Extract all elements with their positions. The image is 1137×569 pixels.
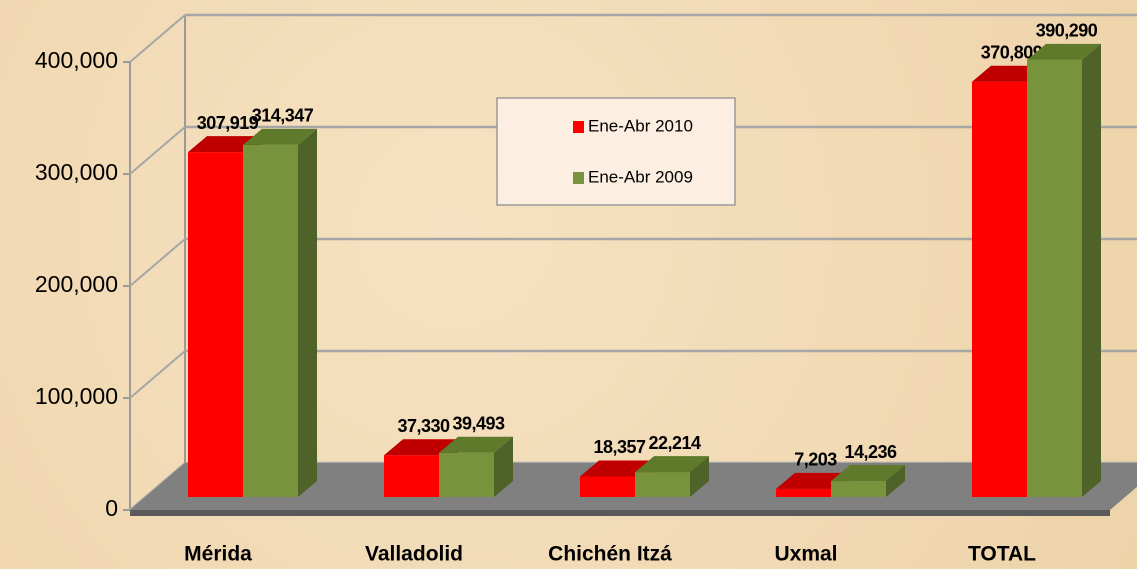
legend-label: Ene-Abr 2010: [588, 116, 693, 135]
grid-line-side: [129, 14, 186, 63]
value-label: 14,236: [844, 442, 897, 462]
value-label: 307,919: [197, 113, 259, 133]
value-label: 22,214: [648, 433, 701, 453]
value-label: 314,347: [252, 106, 314, 126]
legend-entries: Ene-Abr 2010 Ene-Abr 2009: [573, 116, 693, 186]
value-label: 7,203: [794, 450, 837, 470]
legend-swatch: [573, 121, 584, 133]
value-label: 390,290: [1036, 21, 1098, 41]
bar: [439, 452, 494, 497]
grid-line-side: [129, 238, 186, 287]
x-tick-label: Chichén Itzá: [548, 543, 672, 566]
value-label: 37,330: [397, 416, 450, 436]
legend: [496, 97, 736, 206]
value-label: 370,809: [981, 42, 1043, 62]
bar: [776, 488, 831, 497]
bar-top: [384, 439, 458, 456]
bar-side: [690, 456, 709, 497]
x-tick-label: Valladolid: [365, 543, 463, 566]
bar: [635, 472, 690, 497]
bar-top: [439, 436, 513, 453]
bar-side: [298, 128, 317, 497]
bar-top: [831, 465, 905, 482]
bar-side: [494, 436, 513, 497]
x-tick-label: Uxmal: [774, 543, 837, 566]
bar-top: [1027, 43, 1101, 60]
y-tick-label: 200,000: [35, 271, 118, 297]
bar: [243, 144, 298, 497]
grid-line-side: [129, 126, 186, 175]
bar: [831, 481, 886, 497]
x-tick-label: Mérida: [184, 543, 252, 566]
floor-edge: [130, 510, 1110, 516]
y-tick-label: 100,000: [35, 383, 118, 409]
legend-label: Ene-Abr 2009: [588, 167, 693, 186]
bar: [1027, 59, 1082, 498]
value-label: 18,357: [593, 437, 646, 457]
y-tick-label: 0: [105, 495, 118, 521]
bar-side: [1082, 43, 1101, 498]
x-tick-label: TOTAL: [968, 543, 1036, 566]
bar: [188, 152, 243, 497]
y-tick-label: 300,000: [35, 159, 118, 185]
bar-side: [886, 465, 905, 497]
bar-top: [243, 128, 317, 145]
bar: [972, 81, 1027, 498]
value-label: 39,493: [452, 414, 505, 434]
y-tick-label: 400,000: [35, 47, 118, 73]
bar: [384, 455, 439, 497]
bar-top: [635, 456, 709, 473]
bar: [580, 476, 635, 497]
legend-swatch: [573, 172, 584, 184]
grid-line-side: [129, 350, 186, 399]
